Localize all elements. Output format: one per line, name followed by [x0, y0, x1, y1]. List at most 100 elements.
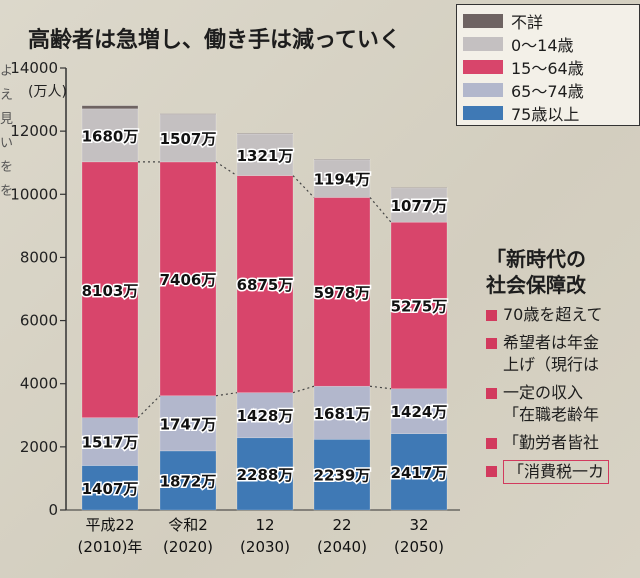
bar-segment: [390, 187, 448, 189]
side-text-char: よ: [0, 64, 14, 79]
data-label: 5978万: [314, 284, 371, 302]
legend-item: 不詳: [463, 9, 633, 32]
data-label: 2288万: [237, 466, 294, 484]
bar-segment: [81, 465, 139, 511]
data-label: 1424万: [391, 403, 448, 421]
policy-item: 「消費税一カ: [486, 460, 640, 484]
bar-segment: [236, 437, 294, 511]
bar-segment: [159, 450, 217, 511]
policy-box: 「新時代の 社会保障改 70歳を超えて希望者は年金 上げ（現行は 一定の収入 「在職老…: [486, 246, 640, 484]
x-tick-label: (2040): [317, 538, 367, 556]
y-tick-label: 6000: [20, 312, 58, 330]
bullet-icon: [486, 388, 497, 399]
connector-line: [215, 161, 238, 177]
x-tick-label: 平成22: [85, 516, 134, 534]
side-text-char: を: [0, 160, 14, 175]
legend-item: 75歳以上: [463, 101, 633, 124]
data-label: 1194万: [314, 171, 371, 189]
connector-line: [215, 392, 238, 397]
legend-label: 0～14歳: [511, 35, 574, 55]
y-tick-label: 10000: [10, 185, 58, 203]
bar-segment: [159, 395, 217, 452]
policy-item-text: 一定の収入 「在職老齢年: [503, 383, 600, 424]
policy-item: 一定の収入 「在職老齢年: [486, 382, 640, 426]
side-text-char: を: [0, 184, 14, 199]
bar-segment: [236, 132, 294, 135]
x-tick-label: (2010)年: [78, 538, 143, 556]
policy-item-text: 「勤労者皆社: [503, 433, 600, 452]
connector-line: [369, 197, 392, 223]
data-label: 7406万: [160, 271, 217, 289]
bullet-icon: [486, 338, 497, 349]
bar-segment: [81, 161, 139, 418]
policy-item: 希望者は年金 上げ（現行は: [486, 332, 640, 376]
data-label: 2417万: [391, 464, 448, 482]
y-tick-label: 0: [48, 501, 58, 519]
data-label: 5275万: [391, 297, 448, 315]
bar-segment: [159, 161, 217, 397]
chart-title: 高齢者は急増し、働き手は減っていく: [28, 28, 401, 53]
bar-segment: [81, 108, 139, 163]
policy-title-2: 社会保障改: [486, 273, 586, 297]
legend-label: 15～64歳: [511, 58, 584, 78]
bar-segment: [313, 439, 371, 511]
policy-title-1: 「新時代の: [486, 247, 586, 271]
legend-item: 0～14歳: [463, 32, 633, 55]
data-label: 1321万: [237, 147, 294, 165]
legend-label: 不詳: [511, 12, 544, 32]
legend-swatch: [463, 36, 503, 51]
legend-label: 75歳以上: [511, 104, 580, 124]
legend-swatch: [463, 59, 503, 74]
policy-item-text: 70歳を超えて: [503, 305, 603, 324]
data-label: 1507万: [160, 130, 217, 148]
legend-swatch: [463, 105, 503, 120]
y-tick-label: 8000: [20, 248, 58, 266]
side-text-char: 見: [0, 112, 14, 127]
legend-item: 65～74歳: [463, 78, 633, 101]
data-label: 8103万: [82, 282, 139, 300]
bar-segment: [313, 158, 371, 161]
y-tick-label: 4000: [20, 375, 58, 393]
y-tick-label: 12000: [10, 122, 58, 140]
connector-line: [292, 175, 315, 198]
data-label: 1681万: [314, 405, 371, 423]
bar-segment: [236, 133, 294, 176]
x-tick-label: (2020): [163, 538, 213, 556]
data-label: 2239万: [314, 467, 371, 485]
data-label: 6875万: [237, 276, 294, 294]
legend-label: 65～74歳: [511, 81, 584, 101]
data-label: 1517万: [82, 434, 139, 452]
policy-items: 70歳を超えて希望者は年金 上げ（現行は 一定の収入 「在職老齢年「勤労者皆社「消費税…: [486, 304, 640, 484]
y-tick-label: 2000: [20, 438, 58, 456]
y-tick-label: 14000: [10, 59, 58, 77]
x-tick-label: 令和2: [168, 516, 208, 534]
data-label: 1747万: [160, 415, 217, 433]
policy-item: 70歳を超えて: [486, 304, 640, 326]
bar-segment: [236, 175, 294, 393]
bullet-icon: [486, 466, 497, 477]
policy-item-text: 「消費税一カ: [503, 460, 610, 484]
policy-item: 「勤労者皆社: [486, 432, 640, 454]
y-unit-label: (万人): [28, 84, 67, 100]
side-text-char: い: [0, 136, 14, 151]
legend-item: 15～64歳: [463, 55, 633, 78]
x-tick-label: (2050): [394, 538, 444, 556]
bar-segment: [390, 221, 448, 390]
bar-segment: [81, 105, 139, 110]
x-tick-label: (2030): [240, 538, 290, 556]
data-label: 1428万: [237, 407, 294, 425]
legend: 不詳 0～14歳 15～64歳 65～74歳 75歳以上: [456, 4, 640, 126]
bar-segment: [313, 385, 371, 440]
policy-item-text: 希望者は年金 上げ（現行は: [503, 333, 600, 374]
side-text-column: よえ見いをを: [0, 60, 14, 204]
bar-segment: [390, 433, 448, 511]
legend-swatch: [463, 82, 503, 97]
legend-swatch: [463, 13, 503, 28]
x-tick-label: 12: [255, 516, 274, 534]
connector-line: [137, 395, 161, 419]
bar-segment: [313, 159, 371, 198]
data-label: 1680万: [82, 127, 139, 145]
bullet-icon: [486, 310, 497, 321]
